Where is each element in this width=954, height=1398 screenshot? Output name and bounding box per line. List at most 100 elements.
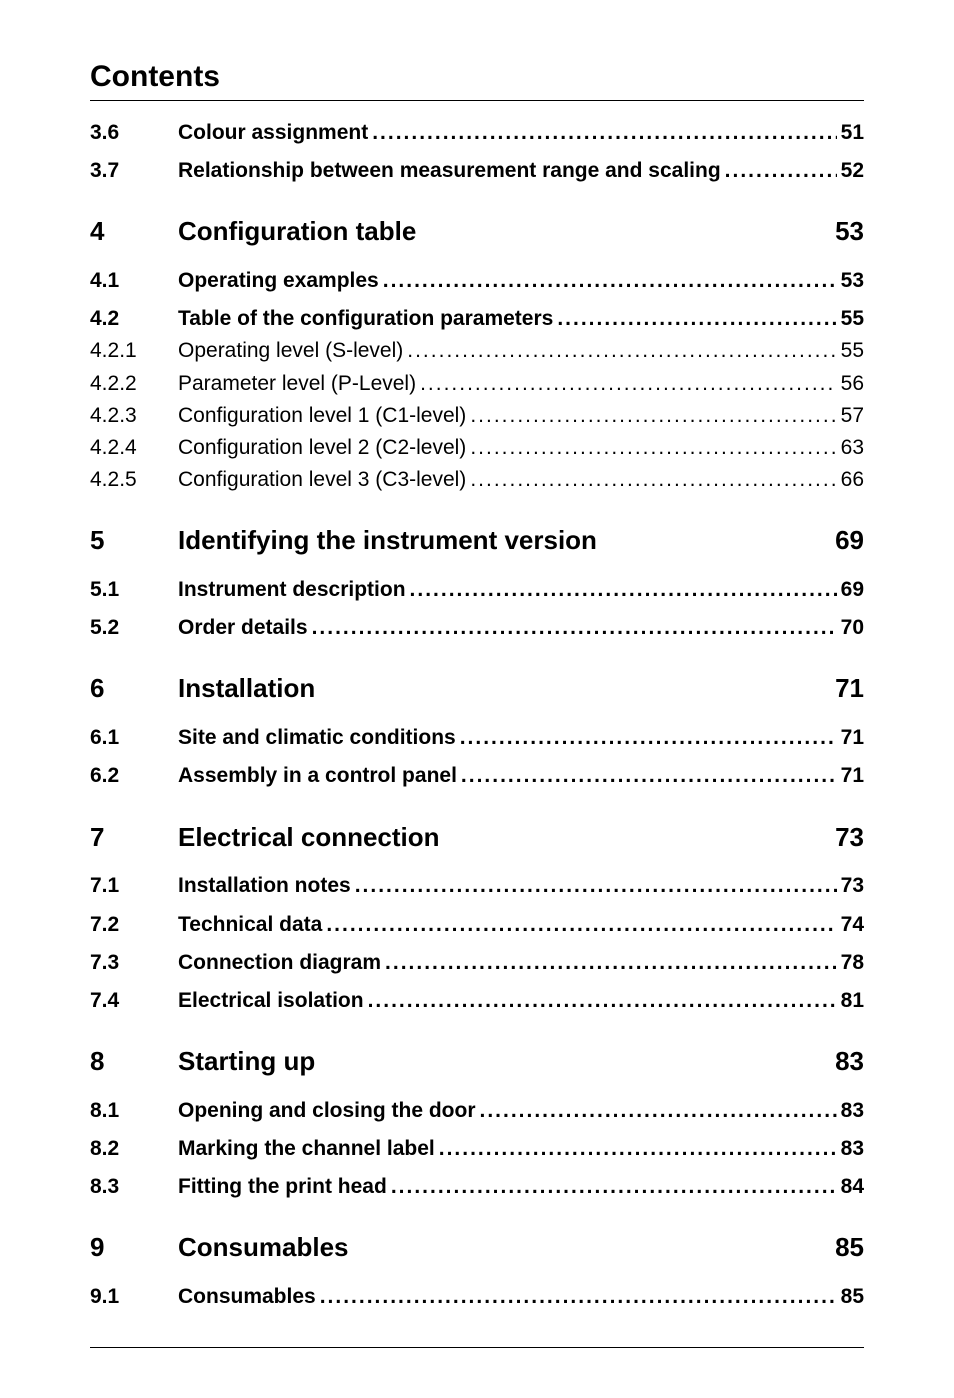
toc-leader: [326, 913, 836, 937]
toc-leader: [557, 307, 836, 331]
toc-entry: 6.2Assembly in a control panel 71: [90, 760, 864, 792]
toc-entry-page: 56: [841, 372, 864, 396]
toc-entry: 3.7Relationship between measurement rang…: [90, 155, 864, 187]
toc-entry-number: 6: [90, 674, 178, 704]
toc-entry-page: 53: [835, 217, 864, 247]
toc-entry-label: Electrical isolation: [178, 989, 364, 1013]
toc-entry: 4Configuration table 53: [90, 213, 864, 251]
toc-entry: 4.1Operating examples53: [90, 265, 864, 297]
toc-leader: [355, 874, 837, 898]
toc-entry-page: 63: [841, 436, 864, 460]
toc-entry: 4.2.3Configuration level 1 (C1-level)57: [90, 400, 864, 432]
toc-entry: 3.6Colour assignment51: [90, 117, 864, 149]
toc-leader: [383, 269, 837, 293]
toc-entry: 6Installation 71: [90, 670, 864, 708]
toc-leader: [385, 951, 837, 975]
toc-entry-page: 69: [835, 526, 864, 556]
toc-entry-page: 81: [841, 989, 864, 1013]
toc-entry-number: 7.2: [90, 913, 178, 937]
toc-leader: [470, 404, 836, 428]
toc-entry-page: 83: [835, 1047, 864, 1077]
toc-entry-label: Electrical connection: [178, 823, 440, 853]
toc-entry-number: 7: [90, 823, 178, 853]
toc-entry-page: 74: [841, 913, 864, 937]
toc-entry-page: 78: [841, 951, 864, 975]
toc-entry-number: 8.2: [90, 1137, 178, 1161]
toc-leader: [320, 1285, 837, 1309]
toc-entry: 4.2Table of the configuration parameters…: [90, 303, 864, 335]
toc-entry-page: 55: [841, 307, 864, 331]
toc-entry-label: Site and climatic conditions: [178, 726, 456, 750]
toc-entry-number: 8.1: [90, 1099, 178, 1123]
toc-entry-label: Configuration level 3 (C3-level): [178, 468, 466, 492]
toc-entry: 5.1Instrument description 69: [90, 574, 864, 606]
toc-entry-page: 69: [841, 578, 864, 602]
toc-entry-number: 6.1: [90, 726, 178, 750]
toc-entry: 8.2Marking the channel label 83: [90, 1133, 864, 1165]
toc-entry-page: 83: [841, 1137, 864, 1161]
toc-entry-number: 7.1: [90, 874, 178, 898]
toc-entry-page: 52: [841, 159, 864, 183]
toc-entry: 4.2.5Configuration level 3 (C3-level)66: [90, 464, 864, 496]
toc-entry-label: Connection diagram: [178, 951, 381, 975]
toc-entry-label: Instrument description: [178, 578, 406, 602]
toc-entry-label: Table of the configuration parameters: [178, 307, 553, 331]
toc-entry-label: Configuration table: [178, 217, 416, 247]
toc-entry-label: Installation: [178, 674, 315, 704]
toc-entry-page: 85: [835, 1233, 864, 1263]
toc-leader: [312, 616, 837, 640]
toc-leader: [368, 989, 837, 1013]
toc-entry-label: Colour assignment: [178, 121, 368, 145]
toc-entry: 6.1Site and climatic conditions71: [90, 722, 864, 754]
toc-entry-label: Assembly in a control panel: [178, 764, 457, 788]
toc-entry-number: 8.3: [90, 1175, 178, 1199]
toc-entry-label: Operating level (S-level): [178, 339, 403, 363]
toc-entry-label: Marking the channel label: [178, 1137, 435, 1161]
toc-entry-page: 73: [835, 823, 864, 853]
toc-entry-number: 4.2.3: [90, 404, 178, 428]
toc-leader: [407, 339, 836, 363]
toc-entry: 9Consumables85: [90, 1229, 864, 1267]
toc-entry-page: 83: [841, 1099, 864, 1123]
toc-leader: [461, 764, 837, 788]
toc-leader: [470, 436, 836, 460]
toc-entry: 7.2Technical data74: [90, 909, 864, 941]
toc-entry-number: 5: [90, 526, 178, 556]
toc-leader: [460, 726, 837, 750]
toc-entry-label: Configuration level 1 (C1-level): [178, 404, 466, 428]
toc-entry-number: 4.2.4: [90, 436, 178, 460]
contents-heading: Contents: [90, 60, 864, 101]
toc-entry-label: Starting up: [178, 1047, 315, 1077]
toc-leader: [725, 159, 837, 183]
toc-leader: [420, 372, 837, 396]
toc-entry: 8.1Opening and closing the door83: [90, 1095, 864, 1127]
bottom-rule: [90, 1347, 864, 1348]
toc-entry-page: 71: [841, 764, 864, 788]
toc-entry-page: 66: [841, 468, 864, 492]
toc-entry-page: 51: [841, 121, 864, 145]
toc-entry: 5Identifying the instrument version 69: [90, 522, 864, 560]
toc-leader: [410, 578, 837, 602]
toc-leader: [439, 1137, 837, 1161]
toc-entry-page: 84: [841, 1175, 864, 1199]
toc-entry-number: 4: [90, 217, 178, 247]
toc-entry-number: 7.3: [90, 951, 178, 975]
page: Contents 3.6Colour assignment513.7Relati…: [0, 0, 954, 1398]
toc-entry: 8Starting up83: [90, 1043, 864, 1081]
toc-entry-label: Consumables: [178, 1285, 316, 1309]
toc-entry-number: 5.1: [90, 578, 178, 602]
toc-entry: 5.2Order details70: [90, 612, 864, 644]
toc-entry: 7.4Electrical isolation 81: [90, 985, 864, 1017]
toc-entry-label: Parameter level (P-Level): [178, 372, 416, 396]
toc-entry-number: 7.4: [90, 989, 178, 1013]
toc-entry-number: 4.2.1: [90, 339, 178, 363]
toc-entry-number: 6.2: [90, 764, 178, 788]
toc-entry-label: Identifying the instrument version: [178, 526, 597, 556]
toc-entry-label: Configuration level 2 (C2-level): [178, 436, 466, 460]
toc-entry-page: 71: [835, 674, 864, 704]
toc-entry: 4.2.4Configuration level 2 (C2-level) 63: [90, 432, 864, 464]
toc-entry-label: Order details: [178, 616, 308, 640]
toc-entry: 9.1Consumables85: [90, 1281, 864, 1313]
toc-entry-page: 85: [841, 1285, 864, 1309]
toc-entry-label: Operating examples: [178, 269, 379, 293]
